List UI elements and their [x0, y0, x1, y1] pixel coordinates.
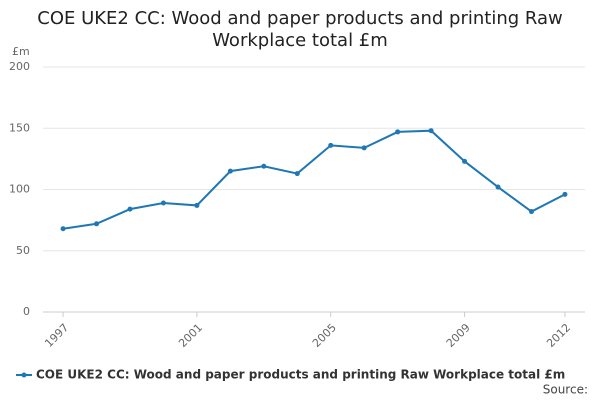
y-tick-label: 0 — [23, 305, 30, 318]
point — [60, 226, 66, 232]
y-tick-label: 50 — [16, 244, 30, 257]
legend-label: COE UKE2 CC: Wood and paper products and… — [36, 368, 565, 382]
point — [395, 129, 401, 135]
point — [462, 158, 468, 164]
y-tick-label: 100 — [9, 183, 30, 196]
x-tick-label: 2012 — [544, 321, 573, 350]
legend-marker — [21, 372, 27, 378]
point — [160, 200, 166, 206]
point — [528, 209, 534, 215]
point — [328, 142, 334, 148]
point — [294, 171, 300, 177]
point — [94, 221, 100, 227]
y-tick-label: 200 — [9, 60, 30, 73]
point — [261, 163, 267, 169]
point — [495, 184, 501, 190]
point — [127, 206, 133, 212]
x-tick-label: 2001 — [176, 321, 205, 350]
point — [562, 191, 568, 197]
point — [361, 145, 367, 151]
point — [227, 168, 233, 174]
y-axis-label: £m — [12, 45, 30, 58]
y-tick-label: 150 — [9, 121, 30, 134]
x-tick-label: 2009 — [444, 321, 473, 350]
point — [428, 128, 434, 134]
chart-title: COE UKE2 CC: Wood and paper products and… — [37, 8, 563, 51]
x-tick-label: 1997 — [42, 321, 71, 350]
x-tick-label: 2005 — [310, 321, 339, 350]
point — [194, 202, 200, 208]
source: Source: — [543, 383, 588, 397]
line — [62, 129, 566, 230]
